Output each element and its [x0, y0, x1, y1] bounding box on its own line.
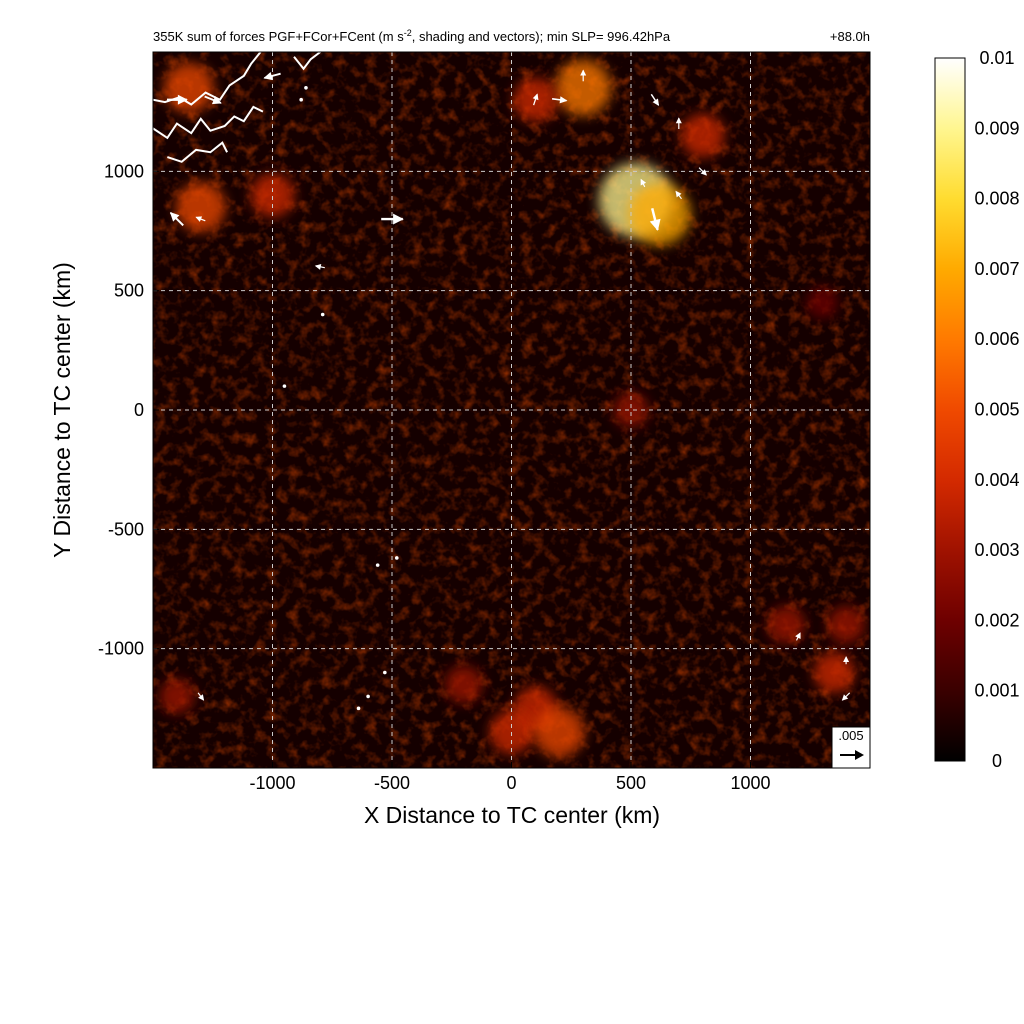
x-tick-label: -500: [374, 773, 410, 793]
colorbar-gradient: [934, 57, 966, 762]
heatmap-hotspot: [613, 392, 649, 428]
colorbar-tick-label: 0.008: [974, 189, 1019, 209]
plot-area: .005: [152, 51, 871, 769]
heatmap-hotspot: [628, 183, 691, 246]
x-tick-label: -1000: [249, 773, 295, 793]
heatmap-hotspot: [767, 605, 806, 644]
force-vector: [675, 117, 682, 129]
island-dot: [282, 384, 287, 388]
island-dot: [383, 670, 387, 675]
force-vector: [580, 69, 587, 82]
island-dot: [356, 706, 361, 711]
colorbar-tick-label: 0.001: [974, 681, 1019, 701]
island-dot: [304, 86, 308, 90]
force-vector: [204, 95, 222, 105]
island-dot: [375, 563, 380, 567]
chart-title-main: 355K sum of forces PGF+FCor+FCent (m s: [153, 29, 404, 44]
y-axis-title: Y Distance to TC center (km): [49, 262, 75, 558]
reference-vector-label: .005: [838, 728, 863, 743]
colorbar: 0 0.001 0.002 0.003 0.004 0.005 0.006 0.007 0.00…: [934, 48, 1020, 771]
force-vector: [843, 656, 850, 665]
y-axis: -1000 -500 0 500 1000: [98, 161, 159, 659]
forecast-time-label: +88.0h: [830, 29, 870, 44]
force-vector: [314, 263, 325, 270]
plot-texture: [153, 52, 870, 768]
colorbar-tick-label: 0.01: [979, 48, 1014, 68]
island-dot: [299, 97, 303, 102]
coastline-island: [153, 105, 264, 140]
force-vector: [795, 632, 801, 641]
force-vector: [650, 93, 660, 106]
force-vector: [263, 72, 281, 81]
heatmap-hotspot: [813, 652, 855, 694]
colorbar-tick-label: 0.006: [974, 329, 1019, 349]
chart-title-superscript: -2: [404, 28, 412, 38]
force-vector: [197, 692, 205, 701]
force-vector: [167, 94, 188, 105]
x-tick-label: 0: [506, 773, 516, 793]
y-tick-label: 500: [114, 281, 144, 301]
force-vector: [551, 96, 568, 104]
reference-vector-arrow: [840, 750, 864, 760]
force-vector: [195, 216, 206, 222]
colorbar-ticks: 0 0.001 0.002 0.003 0.004 0.005 0.006 0.007 0.00…: [974, 48, 1019, 771]
force-vectors: [167, 69, 851, 701]
coastline-island: [293, 52, 321, 71]
heatmap-hotspot: [250, 173, 295, 218]
x-axis-title: X Distance to TC center (km): [364, 802, 660, 828]
colorbar-tick-label: 0.009: [974, 118, 1019, 138]
heatmap-hotspot: [159, 678, 195, 714]
y-tick-label: 0: [134, 400, 144, 420]
island-dot: [366, 694, 370, 699]
heatmap-hotspot: [534, 707, 585, 758]
x-tick-label: 1000: [730, 773, 770, 793]
force-vector: [381, 213, 404, 225]
y-tick-label: 1000: [104, 161, 144, 181]
reference-vector-box: .005: [831, 726, 871, 769]
heatmap-hotspot: [680, 113, 725, 158]
force-vector: [675, 190, 682, 200]
force-vector: [698, 167, 708, 176]
force-vector: [640, 178, 647, 188]
x-axis: -1000 -500 0 500 1000: [249, 762, 771, 793]
chart-title: 355K sum of forces PGF+FCor+FCent (m s-2…: [153, 28, 671, 44]
heatmap-hotspot: [827, 605, 866, 644]
y-tick-label: -500: [108, 519, 144, 539]
y-tick-label: -1000: [98, 639, 144, 659]
heatmap-hotspot: [163, 62, 214, 113]
colorbar-tick-label: 0.007: [974, 259, 1019, 279]
island-dot: [394, 556, 399, 560]
colorbar-tick-label: 0.003: [974, 540, 1019, 560]
colorbar-tick-label: 0.002: [974, 610, 1019, 630]
colorbar-tick-label: 0: [992, 751, 1002, 771]
coastline-island: [167, 141, 228, 163]
force-vector: [841, 692, 851, 701]
island-dot: [320, 312, 325, 317]
heatmap-hotspot: [444, 665, 483, 704]
heatmap-hotspot: [175, 182, 226, 233]
colorbar-tick-label: 0.004: [974, 470, 1019, 490]
force-vector: [532, 93, 539, 106]
heatmap-hotspot: [806, 286, 839, 319]
x-tick-label: 500: [616, 773, 646, 793]
force-vector: [169, 212, 184, 227]
colorbar-tick-label: 0.005: [974, 400, 1019, 420]
chart-title-rest: , shading and vectors); min SLP= 996.42h…: [412, 29, 671, 44]
force-vector: [649, 207, 661, 231]
heatmap-hotspot: [555, 59, 612, 116]
